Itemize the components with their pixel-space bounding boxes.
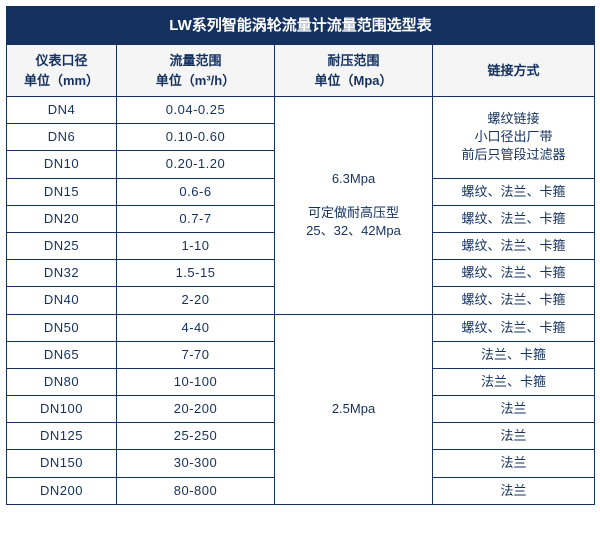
- cell-range: 2-20: [117, 287, 275, 314]
- cell-dn: DN32: [7, 260, 117, 287]
- cell-conn: 法兰: [433, 423, 595, 450]
- cell-conn: 法兰、卡箍: [433, 368, 595, 395]
- pressure-3: 2.5Mpa: [277, 400, 430, 418]
- conn-small-l1: 螺纹链接: [435, 110, 592, 128]
- table-title: LW系列智能涡轮流量计流量范围选型表: [7, 7, 595, 45]
- header-range: 流量范围 单位（m³/h）: [117, 45, 275, 97]
- cell-range: 25-250: [117, 423, 275, 450]
- pressure-1: 6.3Mpa: [277, 170, 430, 188]
- cell-range: 1.5-15: [117, 260, 275, 287]
- header-range-l1: 流量范围: [169, 53, 221, 68]
- header-pressure: 耐压范围 单位（Mpa）: [275, 45, 433, 97]
- cell-dn: DN6: [7, 124, 117, 151]
- cell-range: 7-70: [117, 341, 275, 368]
- pressure-2-l1: 可定做耐高压型: [277, 204, 430, 222]
- cell-conn: 法兰: [433, 450, 595, 477]
- title-row: LW系列智能涡轮流量计流量范围选型表: [7, 7, 595, 45]
- cell-range: 0.20-1.20: [117, 151, 275, 178]
- cell-range: 0.04-0.25: [117, 97, 275, 124]
- header-range-l2: 单位（m³/h）: [156, 73, 235, 88]
- cell-conn: 螺纹、法兰、卡箍: [433, 205, 595, 232]
- selection-table: LW系列智能涡轮流量计流量范围选型表 仪表口径 单位（mm） 流量范围 单位（m…: [6, 6, 595, 505]
- cell-range: 10-100: [117, 368, 275, 395]
- header-dn-l1: 仪表口径: [35, 53, 87, 68]
- cell-range: 0.10-0.60: [117, 124, 275, 151]
- conn-small-l2: 小口径出厂带: [435, 128, 592, 146]
- cell-conn: 法兰: [433, 396, 595, 423]
- cell-range: 4-40: [117, 314, 275, 341]
- header-pressure-l2: 单位（Mpa）: [314, 73, 392, 88]
- cell-dn: DN100: [7, 396, 117, 423]
- cell-dn: DN80: [7, 368, 117, 395]
- header-row: 仪表口径 单位（mm） 流量范围 单位（m³/h） 耐压范围 单位（Mpa） 链…: [7, 45, 595, 97]
- cell-dn: DN15: [7, 178, 117, 205]
- cell-conn: 螺纹、法兰、卡箍: [433, 287, 595, 314]
- header-conn-label: 链接方式: [487, 63, 539, 78]
- cell-dn: DN20: [7, 205, 117, 232]
- conn-small-l3: 前后只管段过滤器: [435, 146, 592, 164]
- cell-pressure-block1: 6.3Mpa 可定做耐高压型 25、32、42Mpa: [275, 97, 433, 315]
- cell-dn: DN4: [7, 97, 117, 124]
- table-row: DN50 4-40 2.5Mpa 螺纹、法兰、卡箍: [7, 314, 595, 341]
- cell-conn: 法兰、卡箍: [433, 341, 595, 368]
- cell-range: 0.7-7: [117, 205, 275, 232]
- spacer: [277, 188, 430, 204]
- table-row: DN4 0.04-0.25 6.3Mpa 可定做耐高压型 25、32、42Mpa…: [7, 97, 595, 124]
- cell-conn-small: 螺纹链接 小口径出厂带 前后只管段过滤器: [433, 97, 595, 179]
- cell-range: 20-200: [117, 396, 275, 423]
- cell-dn: DN10: [7, 151, 117, 178]
- cell-dn: DN65: [7, 341, 117, 368]
- cell-conn: 法兰: [433, 477, 595, 504]
- cell-pressure-block2: 2.5Mpa: [275, 314, 433, 504]
- cell-range: 0.6-6: [117, 178, 275, 205]
- header-dn: 仪表口径 单位（mm）: [7, 45, 117, 97]
- cell-range: 1-10: [117, 232, 275, 259]
- header-dn-l2: 单位（mm）: [24, 73, 99, 88]
- cell-dn: DN125: [7, 423, 117, 450]
- header-pressure-l1: 耐压范围: [327, 53, 379, 68]
- pressure-2-l2: 25、32、42Mpa: [277, 222, 430, 240]
- cell-dn: DN150: [7, 450, 117, 477]
- cell-dn: DN40: [7, 287, 117, 314]
- cell-dn: DN200: [7, 477, 117, 504]
- cell-range: 80-800: [117, 477, 275, 504]
- cell-conn: 螺纹、法兰、卡箍: [433, 314, 595, 341]
- cell-dn: DN50: [7, 314, 117, 341]
- cell-conn: 螺纹、法兰、卡箍: [433, 260, 595, 287]
- cell-range: 30-300: [117, 450, 275, 477]
- cell-conn: 螺纹、法兰、卡箍: [433, 178, 595, 205]
- cell-conn: 螺纹、法兰、卡箍: [433, 232, 595, 259]
- header-conn: 链接方式: [433, 45, 595, 97]
- cell-dn: DN25: [7, 232, 117, 259]
